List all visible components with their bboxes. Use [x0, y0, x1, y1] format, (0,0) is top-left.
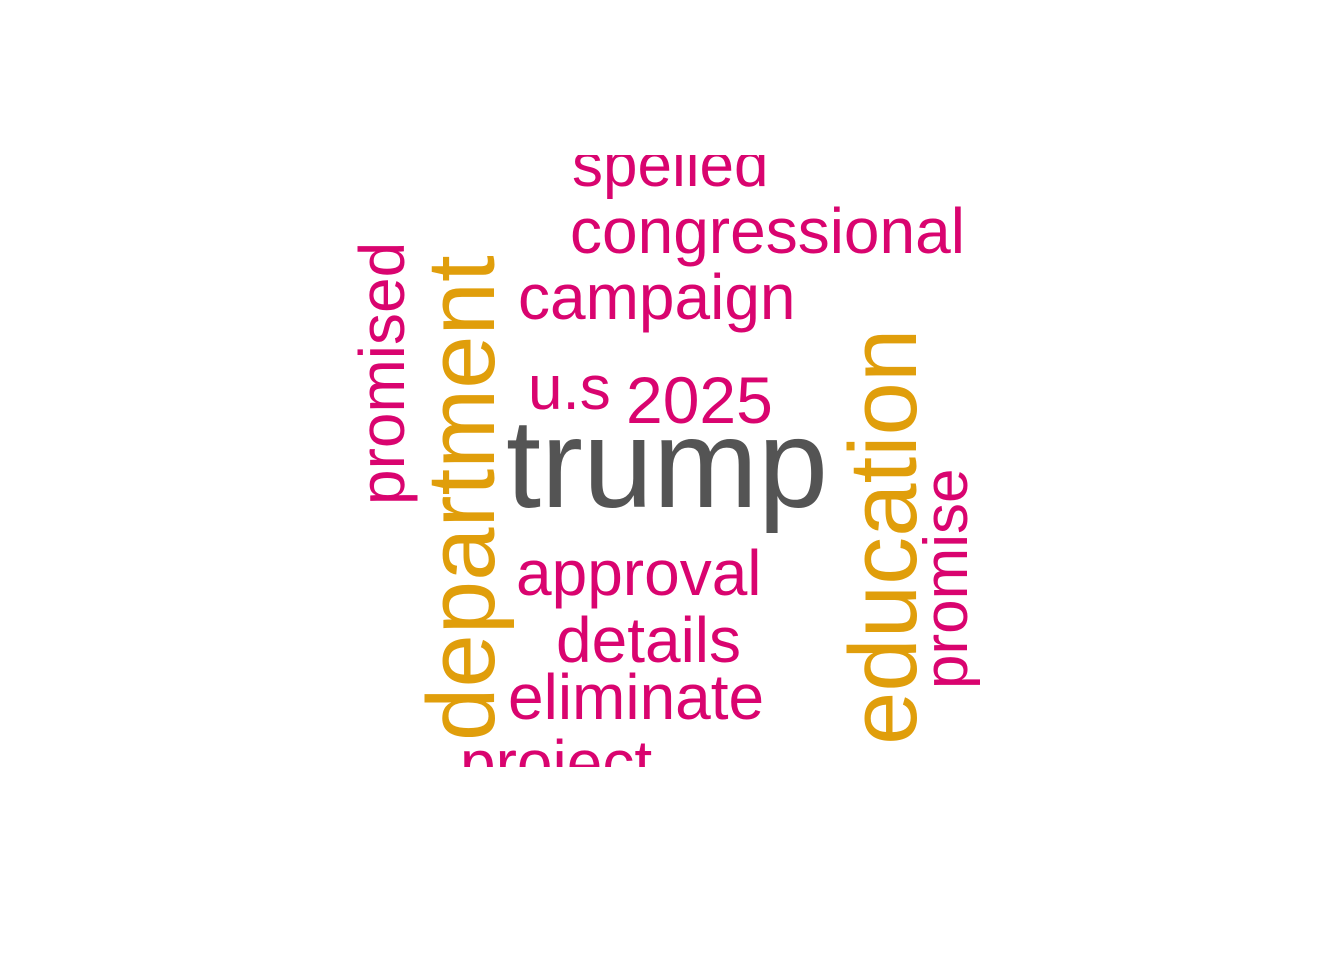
word-project: project [460, 727, 653, 767]
word-u-s: u.s [528, 354, 611, 423]
word-spelled: spelled [572, 155, 769, 200]
word-cloud-area: spelled congressional campaign u.s 2025 … [330, 155, 1030, 767]
word-approval: approval [516, 537, 762, 609]
word-2025: 2025 [626, 363, 773, 437]
word-details: details [556, 604, 741, 676]
word-trump: trump [506, 393, 829, 534]
word-eliminate: eliminate [508, 661, 765, 733]
word-campaign: campaign [518, 261, 796, 333]
word-congressional: congressional [570, 195, 965, 267]
word-promised: promised [346, 241, 418, 505]
word-promise: promise [912, 468, 981, 689]
word-department: department [408, 255, 515, 741]
